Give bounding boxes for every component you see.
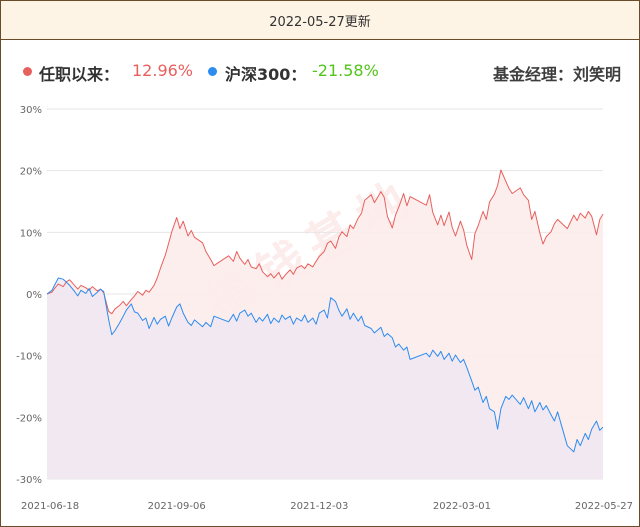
series2-line [46, 277, 604, 453]
series1-legend-dot [23, 67, 32, 76]
x-tick-label: 2021-06-18 [21, 501, 79, 512]
x-tick-label: 2021-12-03 [290, 501, 348, 512]
y-tick-label: -30% [16, 475, 42, 486]
y-tick-label: -10% [16, 352, 42, 363]
y-tick-label: 10% [20, 228, 42, 239]
series-areas [47, 170, 603, 479]
series2-legend-label: 沪深300： [225, 65, 307, 84]
y-tick-label: 30% [20, 105, 42, 116]
update-header: 2022-05-27更新 [1, 1, 639, 40]
x-tick-label: 2022-05-27 [575, 501, 633, 512]
legend: 任职以来： 12.96% 沪深300： -21.58% 基金经理：刘笑明 [1, 53, 639, 93]
return-chart: 搞钱基地 30%20%10%0%-10%-20%-30%2021-06-18 20… [16, 105, 633, 512]
series2-legend-dot [208, 67, 217, 76]
y-tick-label: -20% [16, 413, 42, 424]
series-lines [46, 169, 604, 453]
series1-line [46, 169, 604, 315]
y-tick-label: 20% [20, 167, 42, 178]
update-date-text: 2022-05-27更新 [269, 14, 371, 30]
series1-legend-label: 任职以来： [39, 65, 120, 84]
series1-legend-value: 12.96% [132, 61, 194, 80]
y-tick-label: 0% [26, 290, 42, 301]
x-tick-label: 2022-03-01 [433, 501, 491, 512]
fund-manager-label: 基金经理：刘笑明 [492, 65, 621, 84]
series2-area [47, 278, 603, 479]
axes: 30% 20% 10% 0% -10% -20% -30% 2021-06-18 2021-09… [16, 105, 633, 512]
series2-legend-value: -21.58% [312, 61, 379, 80]
x-tick-label: 2021-09-06 [148, 501, 206, 512]
